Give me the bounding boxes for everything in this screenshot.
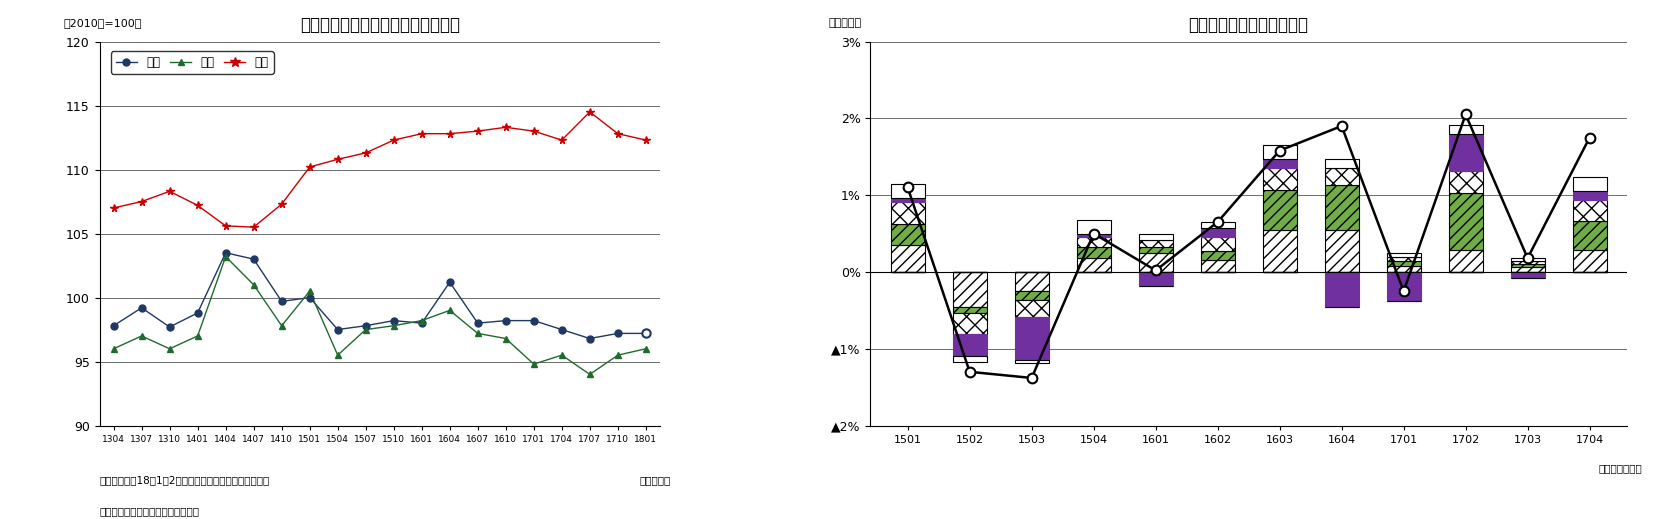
Bar xyxy=(1511,267,1545,272)
Bar xyxy=(1139,234,1172,240)
Bar xyxy=(1200,261,1235,272)
Text: （資料）経済産業省「鉱工業指数」: （資料）経済産業省「鉱工業指数」 xyxy=(100,506,199,516)
Title: 鉱工業生産の業種別寄与度: 鉱工業生産の業種別寄与度 xyxy=(1189,17,1308,34)
Bar xyxy=(1263,145,1296,159)
Bar xyxy=(1449,171,1482,193)
Bar xyxy=(953,307,986,312)
Bar xyxy=(1014,301,1049,317)
Bar xyxy=(1263,190,1296,230)
Bar xyxy=(1200,251,1235,261)
Bar xyxy=(1200,228,1235,237)
Bar xyxy=(1139,247,1172,253)
Bar xyxy=(1139,240,1172,247)
Bar xyxy=(1449,251,1482,272)
Bar xyxy=(1572,190,1607,200)
Text: （年・月）: （年・月） xyxy=(639,475,671,485)
Bar xyxy=(1200,222,1235,228)
Bar xyxy=(1386,266,1421,272)
Bar xyxy=(953,334,986,356)
Bar xyxy=(1386,253,1421,256)
Bar xyxy=(1386,256,1421,261)
Bar xyxy=(1572,221,1607,251)
Bar xyxy=(953,312,986,334)
Bar xyxy=(891,202,925,224)
Bar xyxy=(1511,272,1545,278)
Bar xyxy=(953,356,986,362)
Bar xyxy=(1325,168,1358,185)
Bar xyxy=(891,245,925,272)
Bar xyxy=(1200,237,1235,251)
Bar xyxy=(1077,247,1111,258)
Bar xyxy=(1263,159,1296,168)
Bar xyxy=(1263,168,1296,190)
Bar xyxy=(1139,253,1172,272)
Bar xyxy=(1325,272,1358,307)
Bar xyxy=(1572,200,1607,221)
Bar xyxy=(1449,125,1482,134)
Text: （注）生産の18年1、2月は製造工業生産予測指数で延長: （注）生産の18年1、2月は製造工業生産予測指数で延長 xyxy=(100,475,271,485)
Text: （年・四半期）: （年・四半期） xyxy=(1599,463,1642,474)
Bar xyxy=(1325,185,1358,230)
Bar xyxy=(891,184,925,198)
Bar xyxy=(1014,272,1049,291)
Bar xyxy=(1077,258,1111,272)
Bar xyxy=(1077,234,1111,237)
Legend: 生産, 出荷, 在庫: 生産, 出荷, 在庫 xyxy=(111,51,274,74)
Title: 鉱工業生産・出荷・在庫指数の推移: 鉱工業生産・出荷・在庫指数の推移 xyxy=(300,17,460,34)
Bar xyxy=(1386,272,1421,301)
Bar xyxy=(1014,360,1049,363)
Bar xyxy=(1263,230,1296,272)
Bar xyxy=(1449,134,1482,171)
Bar xyxy=(1077,220,1111,234)
Bar xyxy=(891,224,925,245)
Bar xyxy=(1014,291,1049,301)
Text: （2010年=100）: （2010年=100） xyxy=(63,18,141,28)
Bar xyxy=(1572,176,1607,190)
Bar xyxy=(891,198,925,202)
Bar xyxy=(1511,264,1545,267)
Bar xyxy=(1325,159,1358,168)
Bar xyxy=(1511,261,1545,264)
Bar xyxy=(1572,251,1607,272)
Bar xyxy=(1511,258,1545,261)
Bar xyxy=(1386,261,1421,266)
Bar xyxy=(953,272,986,307)
Bar xyxy=(1014,317,1049,360)
Bar xyxy=(1139,272,1172,286)
Bar xyxy=(1077,237,1111,247)
Bar xyxy=(1449,193,1482,251)
Text: （前期比）: （前期比） xyxy=(828,18,862,28)
Bar xyxy=(1325,230,1358,272)
